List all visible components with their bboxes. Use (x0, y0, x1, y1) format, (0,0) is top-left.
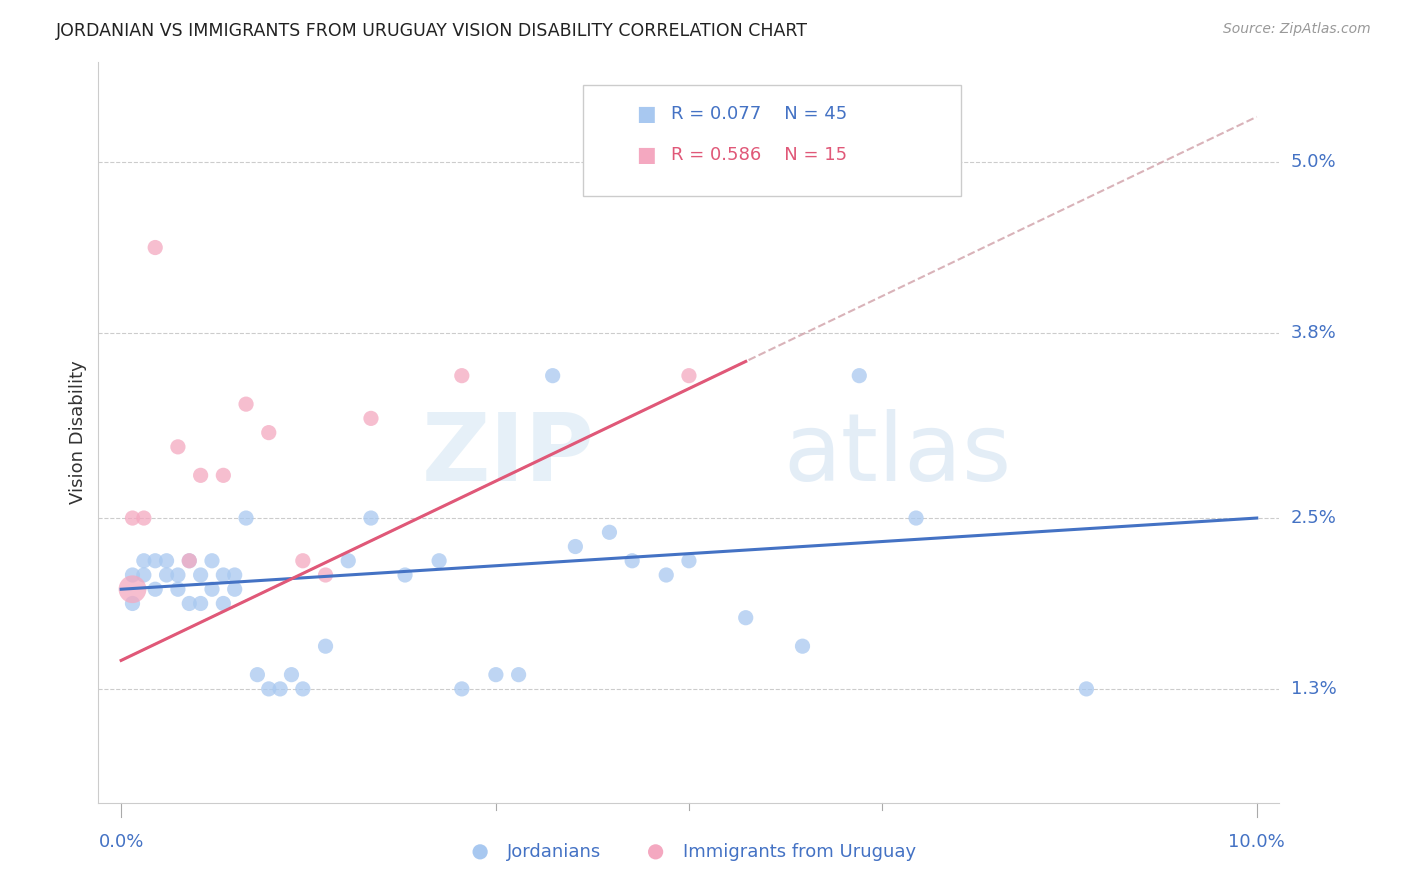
Text: 3.8%: 3.8% (1291, 324, 1336, 342)
Point (201, 582, 224, 597)
Point (905, 511, 928, 525)
Text: ZIP: ZIP (422, 409, 595, 500)
Point (337, 554, 360, 568)
Text: 1.3%: 1.3% (1291, 680, 1336, 698)
Text: atlas: atlas (783, 409, 1012, 500)
Point (235, 511, 257, 525)
Point (291, 554, 314, 568)
Point (485, 667, 508, 681)
Y-axis label: Vision Disability: Vision Disability (69, 360, 87, 505)
Point (246, 667, 269, 681)
Point (167, 568, 190, 582)
Point (224, 568, 246, 582)
Text: JORDANIAN VS IMMIGRANTS FROM URUGUAY VISION DISABILITY CORRELATION CHART: JORDANIAN VS IMMIGRANTS FROM URUGUAY VIS… (56, 22, 808, 40)
Point (678, 554, 700, 568)
Point (224, 582, 246, 597)
Point (1076, 681, 1098, 696)
Point (508, 667, 530, 681)
Point (121, 597, 143, 611)
Point (190, 568, 212, 582)
Text: 10.0%: 10.0% (1229, 833, 1285, 851)
Point (678, 368, 700, 383)
Point (257, 425, 280, 440)
Point (212, 597, 235, 611)
Point (360, 511, 382, 525)
Point (621, 554, 644, 568)
Point (212, 568, 235, 582)
Text: Source: ZipAtlas.com: Source: ZipAtlas.com (1223, 22, 1371, 37)
Point (655, 568, 678, 582)
Point (734, 611, 756, 625)
Point (190, 468, 212, 483)
Point (143, 582, 166, 597)
Point (564, 540, 586, 554)
Point (235, 397, 257, 411)
Text: 0.0%: 0.0% (98, 833, 143, 851)
Point (315, 568, 337, 582)
Point (121, 582, 143, 597)
Point (190, 597, 212, 611)
Point (450, 681, 472, 696)
Point (121, 511, 143, 525)
Point (541, 368, 564, 383)
Point (179, 597, 201, 611)
Point (179, 554, 201, 568)
Point (155, 554, 177, 568)
Point (201, 554, 224, 568)
Text: ■: ■ (636, 145, 655, 165)
Point (132, 554, 155, 568)
Point (427, 554, 450, 568)
Text: ■: ■ (636, 104, 655, 124)
Text: 2.5%: 2.5% (1291, 509, 1337, 527)
Text: R = 0.077    N = 45: R = 0.077 N = 45 (671, 105, 848, 123)
Point (450, 368, 472, 383)
Point (848, 368, 870, 383)
Point (291, 681, 314, 696)
FancyBboxPatch shape (582, 85, 960, 195)
Legend: Jordanians, Immigrants from Uruguay: Jordanians, Immigrants from Uruguay (454, 836, 924, 868)
Point (179, 554, 201, 568)
Point (132, 511, 155, 525)
Point (394, 568, 416, 582)
Point (598, 525, 620, 540)
Text: 5.0%: 5.0% (1291, 153, 1336, 171)
Point (121, 568, 143, 582)
Point (132, 568, 155, 582)
Point (143, 240, 166, 255)
Point (269, 681, 291, 696)
Point (257, 681, 280, 696)
Point (143, 554, 166, 568)
Point (792, 639, 814, 653)
Point (167, 582, 190, 597)
Point (212, 468, 235, 483)
Point (280, 667, 302, 681)
Point (167, 440, 190, 454)
Point (155, 568, 177, 582)
Point (315, 639, 337, 653)
Text: R = 0.586    N = 15: R = 0.586 N = 15 (671, 146, 848, 164)
Point (360, 411, 382, 425)
